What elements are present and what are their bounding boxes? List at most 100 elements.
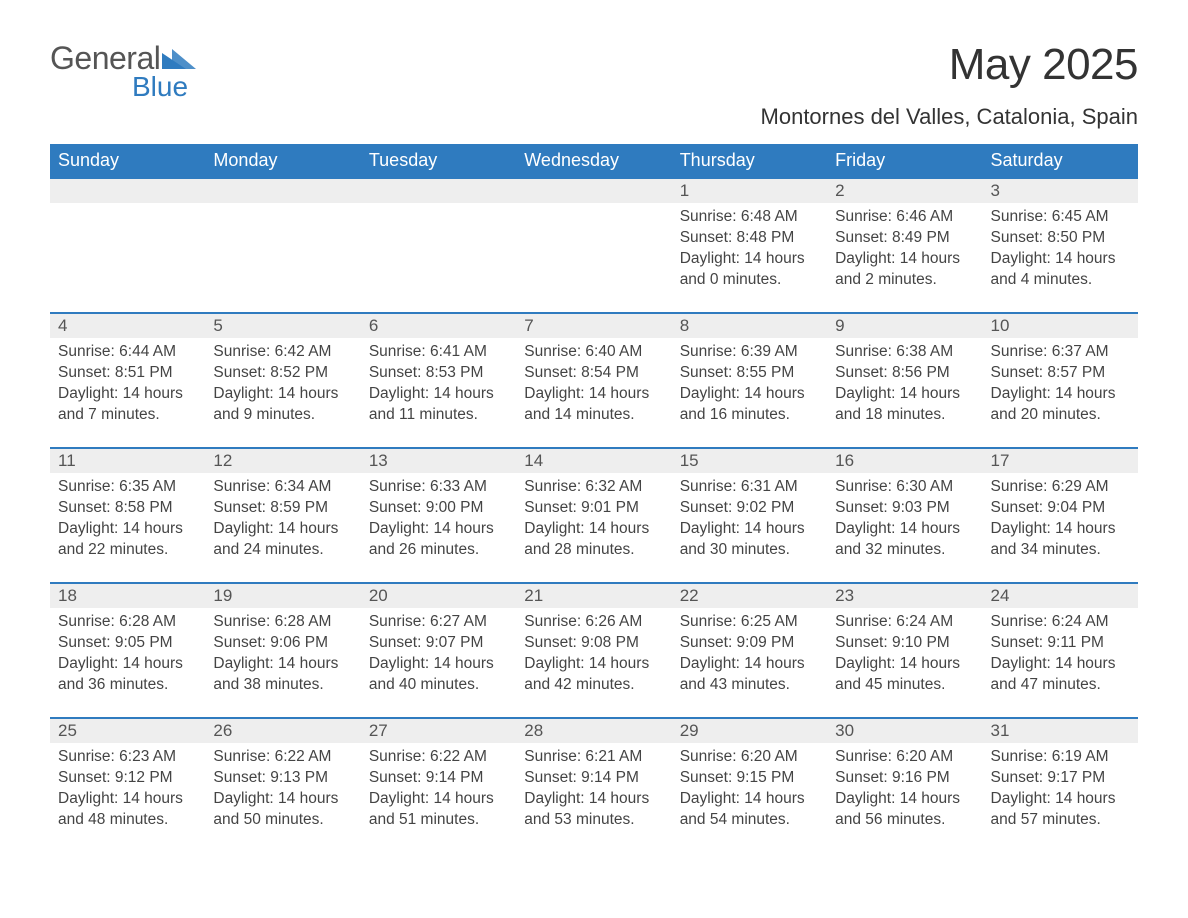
- sunrise-text: Sunrise: 6:22 AM: [213, 747, 352, 768]
- day-data-cell: Sunrise: 6:26 AMSunset: 9:08 PMDaylight:…: [516, 608, 671, 718]
- day-number-cell: 11: [50, 448, 205, 473]
- day-data-cell: Sunrise: 6:39 AMSunset: 8:55 PMDaylight:…: [672, 338, 827, 448]
- day-number-row: 123: [50, 178, 1138, 203]
- weekday-header: Saturday: [983, 144, 1138, 178]
- sunrise-text: Sunrise: 6:41 AM: [369, 342, 508, 363]
- day-data-cell: Sunrise: 6:42 AMSunset: 8:52 PMDaylight:…: [205, 338, 360, 448]
- sunrise-text: Sunrise: 6:37 AM: [991, 342, 1130, 363]
- day-data-row: Sunrise: 6:35 AMSunset: 8:58 PMDaylight:…: [50, 473, 1138, 583]
- day-number-cell: 30: [827, 718, 982, 743]
- sunrise-text: Sunrise: 6:45 AM: [991, 207, 1130, 228]
- daylight-text: Daylight: 14 hours and 42 minutes.: [524, 654, 663, 696]
- day-data-cell: [361, 203, 516, 313]
- sunrise-text: Sunrise: 6:20 AM: [835, 747, 974, 768]
- daylight-text: Daylight: 14 hours and 54 minutes.: [680, 789, 819, 831]
- sunrise-text: Sunrise: 6:33 AM: [369, 477, 508, 498]
- daylight-text: Daylight: 14 hours and 34 minutes.: [991, 519, 1130, 561]
- day-data-cell: Sunrise: 6:31 AMSunset: 9:02 PMDaylight:…: [672, 473, 827, 583]
- day-data-cell: Sunrise: 6:28 AMSunset: 9:06 PMDaylight:…: [205, 608, 360, 718]
- day-number-cell: 7: [516, 313, 671, 338]
- daylight-text: Daylight: 14 hours and 24 minutes.: [213, 519, 352, 561]
- daylight-text: Daylight: 14 hours and 51 minutes.: [369, 789, 508, 831]
- day-number-cell: 1: [672, 178, 827, 203]
- day-data-cell: Sunrise: 6:45 AMSunset: 8:50 PMDaylight:…: [983, 203, 1138, 313]
- sunset-text: Sunset: 8:54 PM: [524, 363, 663, 384]
- day-number-cell: 10: [983, 313, 1138, 338]
- day-data-row: Sunrise: 6:48 AMSunset: 8:48 PMDaylight:…: [50, 203, 1138, 313]
- day-number-cell: 12: [205, 448, 360, 473]
- daylight-text: Daylight: 14 hours and 20 minutes.: [991, 384, 1130, 426]
- daylight-text: Daylight: 14 hours and 50 minutes.: [213, 789, 352, 831]
- day-number-cell: 27: [361, 718, 516, 743]
- day-number-row: 11121314151617: [50, 448, 1138, 473]
- sunset-text: Sunset: 9:14 PM: [524, 768, 663, 789]
- day-data-cell: Sunrise: 6:20 AMSunset: 9:16 PMDaylight:…: [827, 743, 982, 853]
- month-title: May 2025: [761, 40, 1138, 90]
- sunset-text: Sunset: 9:03 PM: [835, 498, 974, 519]
- day-data-cell: Sunrise: 6:44 AMSunset: 8:51 PMDaylight:…: [50, 338, 205, 448]
- daylight-text: Daylight: 14 hours and 22 minutes.: [58, 519, 197, 561]
- daylight-text: Daylight: 14 hours and 0 minutes.: [680, 249, 819, 291]
- day-data-cell: [50, 203, 205, 313]
- sunrise-text: Sunrise: 6:35 AM: [58, 477, 197, 498]
- day-number-cell: 26: [205, 718, 360, 743]
- day-data-cell: Sunrise: 6:41 AMSunset: 8:53 PMDaylight:…: [361, 338, 516, 448]
- daylight-text: Daylight: 14 hours and 45 minutes.: [835, 654, 974, 696]
- day-number-cell: [205, 178, 360, 203]
- sunset-text: Sunset: 8:57 PM: [991, 363, 1130, 384]
- sunset-text: Sunset: 9:12 PM: [58, 768, 197, 789]
- day-number-cell: 17: [983, 448, 1138, 473]
- day-number-cell: 20: [361, 583, 516, 608]
- sunrise-text: Sunrise: 6:24 AM: [991, 612, 1130, 633]
- day-number-cell: 5: [205, 313, 360, 338]
- sunrise-text: Sunrise: 6:25 AM: [680, 612, 819, 633]
- sunset-text: Sunset: 9:16 PM: [835, 768, 974, 789]
- daylight-text: Daylight: 14 hours and 56 minutes.: [835, 789, 974, 831]
- day-data-cell: Sunrise: 6:22 AMSunset: 9:14 PMDaylight:…: [361, 743, 516, 853]
- day-data-row: Sunrise: 6:23 AMSunset: 9:12 PMDaylight:…: [50, 743, 1138, 853]
- sunrise-text: Sunrise: 6:44 AM: [58, 342, 197, 363]
- day-data-cell: Sunrise: 6:30 AMSunset: 9:03 PMDaylight:…: [827, 473, 982, 583]
- day-data-cell: Sunrise: 6:48 AMSunset: 8:48 PMDaylight:…: [672, 203, 827, 313]
- sunset-text: Sunset: 8:53 PM: [369, 363, 508, 384]
- daylight-text: Daylight: 14 hours and 16 minutes.: [680, 384, 819, 426]
- sunset-text: Sunset: 9:09 PM: [680, 633, 819, 654]
- sunset-text: Sunset: 9:06 PM: [213, 633, 352, 654]
- daylight-text: Daylight: 14 hours and 53 minutes.: [524, 789, 663, 831]
- sunrise-text: Sunrise: 6:26 AM: [524, 612, 663, 633]
- day-data-cell: Sunrise: 6:33 AMSunset: 9:00 PMDaylight:…: [361, 473, 516, 583]
- weekday-header: Sunday: [50, 144, 205, 178]
- daylight-text: Daylight: 14 hours and 43 minutes.: [680, 654, 819, 696]
- day-data-cell: Sunrise: 6:35 AMSunset: 8:58 PMDaylight:…: [50, 473, 205, 583]
- daylight-text: Daylight: 14 hours and 38 minutes.: [213, 654, 352, 696]
- sunrise-text: Sunrise: 6:19 AM: [991, 747, 1130, 768]
- sunrise-text: Sunrise: 6:21 AM: [524, 747, 663, 768]
- daylight-text: Daylight: 14 hours and 26 minutes.: [369, 519, 508, 561]
- sunset-text: Sunset: 8:50 PM: [991, 228, 1130, 249]
- sunset-text: Sunset: 8:52 PM: [213, 363, 352, 384]
- daylight-text: Daylight: 14 hours and 36 minutes.: [58, 654, 197, 696]
- day-number-cell: 28: [516, 718, 671, 743]
- sunset-text: Sunset: 9:10 PM: [835, 633, 974, 654]
- logo-triangle-icon: [162, 47, 196, 69]
- sunrise-text: Sunrise: 6:39 AM: [680, 342, 819, 363]
- logo-text-blue: Blue: [132, 71, 196, 103]
- sunrise-text: Sunrise: 6:29 AM: [991, 477, 1130, 498]
- daylight-text: Daylight: 14 hours and 9 minutes.: [213, 384, 352, 426]
- day-number-cell: [516, 178, 671, 203]
- title-block: May 2025 Montornes del Valles, Catalonia…: [761, 40, 1138, 130]
- sunrise-text: Sunrise: 6:28 AM: [58, 612, 197, 633]
- day-data-cell: Sunrise: 6:24 AMSunset: 9:10 PMDaylight:…: [827, 608, 982, 718]
- daylight-text: Daylight: 14 hours and 57 minutes.: [991, 789, 1130, 831]
- day-number-cell: 8: [672, 313, 827, 338]
- daylight-text: Daylight: 14 hours and 28 minutes.: [524, 519, 663, 561]
- sunset-text: Sunset: 9:05 PM: [58, 633, 197, 654]
- weekday-header: Thursday: [672, 144, 827, 178]
- header: General Blue May 2025 Montornes del Vall…: [50, 40, 1138, 130]
- sunset-text: Sunset: 8:55 PM: [680, 363, 819, 384]
- day-number-cell: 23: [827, 583, 982, 608]
- day-data-cell: Sunrise: 6:27 AMSunset: 9:07 PMDaylight:…: [361, 608, 516, 718]
- sunrise-text: Sunrise: 6:48 AM: [680, 207, 819, 228]
- day-number-cell: [361, 178, 516, 203]
- day-data-cell: Sunrise: 6:32 AMSunset: 9:01 PMDaylight:…: [516, 473, 671, 583]
